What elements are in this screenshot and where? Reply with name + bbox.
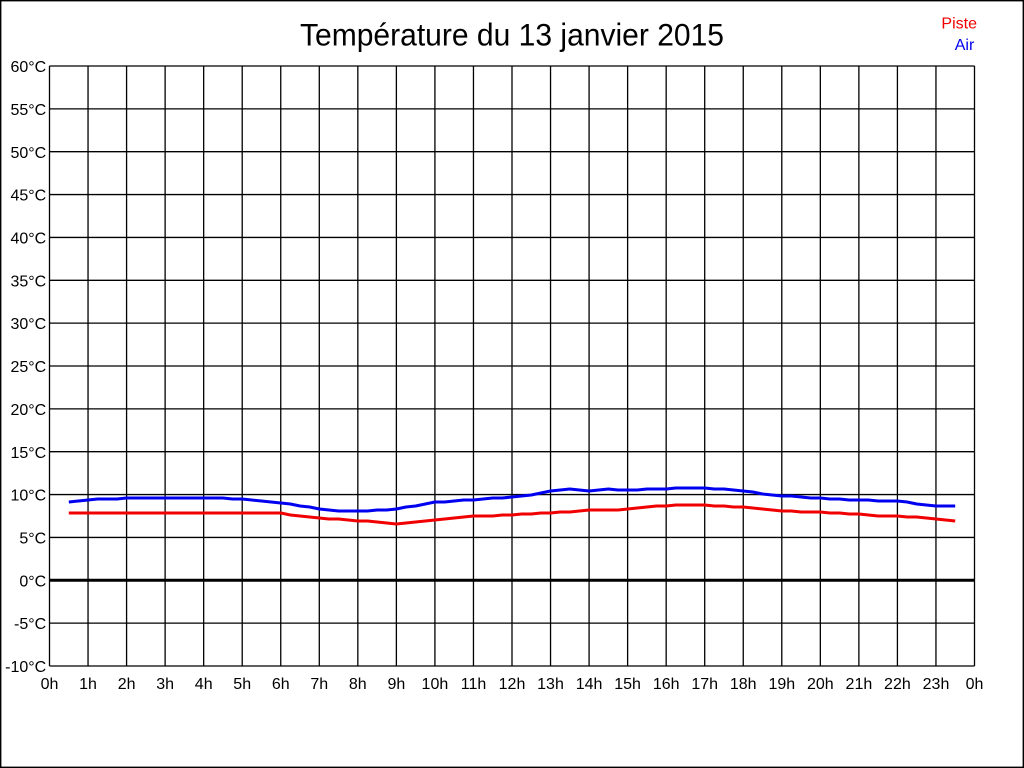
svg-text:4h: 4h: [195, 676, 213, 693]
svg-text:15h: 15h: [614, 676, 641, 693]
svg-text:35°C: 35°C: [10, 273, 46, 290]
svg-text:10h: 10h: [422, 676, 449, 693]
svg-text:Air: Air: [955, 37, 975, 54]
svg-text:25°C: 25°C: [10, 359, 46, 376]
svg-text:3h: 3h: [156, 676, 174, 693]
svg-text:55°C: 55°C: [10, 102, 46, 119]
svg-text:20°C: 20°C: [10, 402, 46, 419]
svg-text:Température du 13 janvier 2015: Température du 13 janvier 2015: [300, 17, 724, 53]
svg-text:13h: 13h: [537, 676, 564, 693]
svg-text:5h: 5h: [233, 676, 251, 693]
svg-text:2h: 2h: [118, 676, 136, 693]
svg-text:20h: 20h: [807, 676, 834, 693]
svg-text:40°C: 40°C: [10, 231, 46, 248]
svg-text:9h: 9h: [388, 676, 406, 693]
svg-text:22h: 22h: [884, 676, 911, 693]
svg-text:6h: 6h: [272, 676, 290, 693]
svg-text:17h: 17h: [691, 676, 718, 693]
svg-text:0h: 0h: [41, 676, 59, 693]
svg-text:21h: 21h: [846, 676, 873, 693]
svg-text:15°C: 15°C: [10, 445, 46, 462]
svg-text:18h: 18h: [730, 676, 757, 693]
svg-text:-5°C: -5°C: [14, 616, 46, 633]
svg-text:0°C: 0°C: [19, 573, 46, 590]
svg-text:16h: 16h: [653, 676, 680, 693]
svg-text:11h: 11h: [461, 676, 487, 693]
svg-text:60°C: 60°C: [10, 59, 46, 76]
svg-text:12h: 12h: [499, 676, 526, 693]
svg-text:30°C: 30°C: [10, 316, 46, 333]
svg-text:19h: 19h: [768, 676, 795, 693]
svg-text:8h: 8h: [349, 676, 367, 693]
svg-text:-10°C: -10°C: [5, 659, 46, 676]
svg-text:23h: 23h: [923, 676, 950, 693]
svg-text:10°C: 10°C: [10, 488, 46, 505]
svg-text:45°C: 45°C: [10, 188, 46, 205]
svg-text:Piste: Piste: [941, 15, 977, 32]
svg-text:1h: 1h: [79, 676, 97, 693]
svg-text:14h: 14h: [576, 676, 603, 693]
svg-text:50°C: 50°C: [10, 145, 46, 162]
svg-text:7h: 7h: [310, 676, 328, 693]
svg-text:5°C: 5°C: [19, 531, 46, 548]
svg-text:0h: 0h: [966, 676, 984, 693]
